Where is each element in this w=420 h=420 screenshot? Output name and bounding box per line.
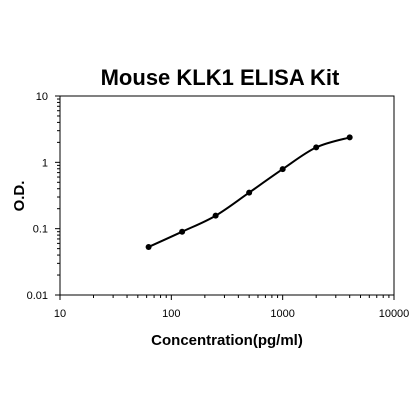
y-tick-label: 1 [42, 157, 48, 169]
y-tick-label: 10 [36, 91, 48, 103]
y-axis: 10 1 0.1 0.01 [27, 91, 60, 302]
chart-title: Mouse KLK1 ELISA Kit [101, 65, 340, 90]
y-tick-label: 0.01 [27, 290, 48, 302]
data-point [279, 166, 286, 173]
x-tick-label: 100 [162, 308, 180, 320]
data-point [179, 228, 186, 235]
x-tick-label: 1000 [270, 308, 294, 320]
y-tick-label: 0.1 [33, 224, 48, 236]
data-point [212, 212, 219, 219]
x-tick-label: 10000 [379, 308, 410, 320]
data-point [346, 134, 353, 141]
data-point [313, 144, 320, 151]
x-tick-label: 10 [54, 308, 66, 320]
x-axis: 10 100 1000 10000 [54, 295, 409, 320]
x-axis-label: Concentration(pg/ml) [151, 332, 303, 349]
plot-frame [59, 95, 395, 296]
data-point [246, 189, 253, 196]
y-axis-label: O.D. [11, 181, 28, 212]
data-point [145, 243, 152, 250]
data-points [145, 134, 353, 250]
